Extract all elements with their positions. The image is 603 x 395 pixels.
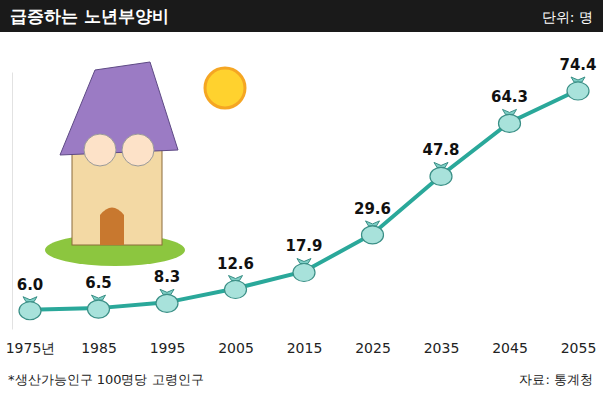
x-tick: 1975년	[6, 335, 56, 356]
x-tick: 2045	[492, 335, 528, 356]
marker-bag	[430, 167, 452, 185]
marker-bag	[362, 226, 384, 244]
data-label: 29.6	[354, 200, 391, 218]
plot-area	[19, 77, 589, 320]
x-tick-label: 2025	[355, 340, 391, 356]
x-tick-label: 1985	[81, 340, 117, 356]
y-axis	[12, 73, 13, 330]
line	[30, 90, 578, 310]
x-tick: 2025	[355, 335, 391, 356]
illustration	[45, 62, 245, 266]
marker-knot	[92, 295, 106, 300]
marker-knot	[503, 109, 517, 114]
x-tick-label: 2015	[287, 340, 323, 356]
sun	[205, 68, 245, 108]
house-wall	[72, 150, 162, 245]
marker-knot	[366, 221, 380, 226]
house-roof	[60, 62, 178, 155]
marker-knot	[434, 162, 448, 167]
marker-knot	[229, 276, 243, 281]
x-tick: 2055	[561, 335, 597, 356]
data-label: 64.3	[491, 88, 528, 106]
data-label: 8.3	[154, 268, 181, 286]
x-tick: 1985	[81, 335, 117, 356]
marker	[430, 162, 452, 185]
house-door	[100, 208, 124, 246]
face	[122, 134, 154, 166]
marker	[293, 258, 315, 281]
x-tick-label: 2045	[492, 340, 528, 356]
marker-bag	[293, 263, 315, 281]
marker	[499, 109, 521, 132]
marker-knot	[571, 77, 585, 82]
annotation: 단위: 명	[542, 9, 593, 25]
data-label: 6.5	[85, 274, 112, 292]
x-tick: 2035	[424, 335, 460, 356]
title-bar	[0, 0, 603, 32]
x-tick-label: 1975년	[6, 340, 56, 356]
marker-knot	[160, 289, 174, 294]
data-label: 12.6	[217, 255, 254, 273]
marker-knot	[297, 258, 311, 263]
x-tick-label: 2055	[561, 340, 597, 356]
marker-bag	[225, 281, 247, 299]
marker-bag	[567, 82, 589, 100]
x-tick: 1995	[150, 335, 186, 356]
data-label: 47.8	[422, 141, 459, 159]
marker-bag	[499, 114, 521, 132]
marker-bag	[156, 294, 178, 312]
y-axis-line	[12, 73, 13, 330]
marker	[225, 276, 247, 299]
marker	[88, 295, 110, 318]
face	[84, 134, 116, 166]
x-tick-label: 2035	[424, 340, 460, 356]
data-label: 74.4	[559, 56, 596, 74]
title: 급증하는 노년부양비	[10, 6, 169, 26]
annotation: *생산가능인구 100명당 고령인구	[8, 372, 204, 387]
chart: 급증하는 노년부양비 단위: 명 *생산가능인구 100명당 고령인구 자료: 통계청…	[0, 0, 603, 395]
marker	[156, 289, 178, 312]
marker	[19, 297, 41, 320]
marker-bag	[88, 300, 110, 318]
annotation: 자료: 통계청	[519, 372, 593, 387]
marker-bag	[19, 302, 41, 320]
data-label: 6.0	[17, 276, 44, 294]
marker	[567, 77, 589, 100]
x-tick-label: 1995	[150, 340, 186, 356]
x-axis: 1975년 1985 1995 2005 2015 2025 2035 2045 2055	[6, 335, 597, 356]
marker	[362, 221, 384, 244]
x-tick-label: 2005	[218, 340, 254, 356]
data-label: 17.9	[285, 237, 322, 255]
x-tick: 2005	[218, 335, 254, 356]
x-tick: 2015	[287, 335, 323, 356]
marker-knot	[23, 297, 37, 302]
